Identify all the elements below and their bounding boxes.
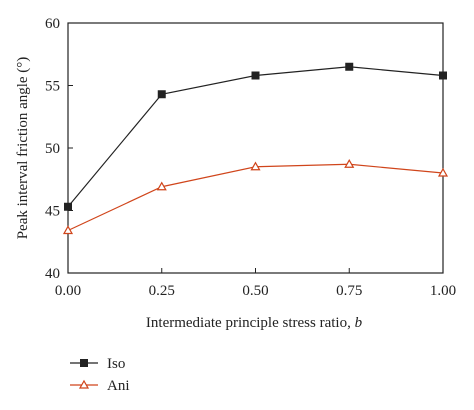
data-point [345, 62, 354, 71]
x-axis-label-text: Intermediate principle stress ratio, [146, 315, 355, 331]
x-axis-ticks: 0.00 0.25 0.50 0.75 1.00 [55, 268, 456, 299]
plot-frame [67, 22, 444, 274]
y-tick-label: 40 [45, 266, 60, 282]
data-point [62, 225, 74, 235]
x-axis-label: Intermediate principle stress ratio, b [146, 315, 363, 331]
data-point [156, 181, 167, 191]
legend-item: Ani [70, 378, 130, 394]
series-ani [62, 159, 449, 235]
series-iso [64, 62, 447, 211]
data-point [78, 379, 90, 389]
x-axis-label-variable: b [355, 315, 363, 331]
legend: Iso Ani [70, 356, 130, 394]
data-point [80, 359, 88, 367]
x-tick-label: 0.50 [242, 283, 268, 299]
data-point [437, 167, 449, 177]
y-axis-label: Peak interval friction angle (°) [15, 57, 31, 240]
data-point [157, 90, 166, 99]
data-point [439, 71, 447, 80]
data-point [64, 202, 72, 211]
legend-label: Ani [107, 378, 130, 394]
x-tick-label: 0.25 [149, 283, 175, 299]
data-point [250, 161, 261, 171]
series-line [67, 163, 444, 232]
y-tick-label: 45 [45, 204, 60, 220]
x-tick-label: 0.00 [55, 283, 81, 299]
y-tick-label: 55 [45, 79, 60, 95]
legend-label: Iso [107, 356, 125, 372]
x-tick-label: 1.00 [430, 283, 456, 299]
data-point [251, 71, 260, 80]
legend-item: Iso [70, 356, 125, 372]
data-point [344, 159, 355, 168]
y-tick-label: 60 [45, 16, 60, 32]
y-tick-label: 50 [45, 141, 60, 157]
series-line [67, 66, 444, 208]
y-axis-ticks: 40 45 50 55 60 [45, 16, 73, 282]
series-layer [62, 62, 449, 235]
x-tick-label: 0.75 [336, 283, 362, 299]
